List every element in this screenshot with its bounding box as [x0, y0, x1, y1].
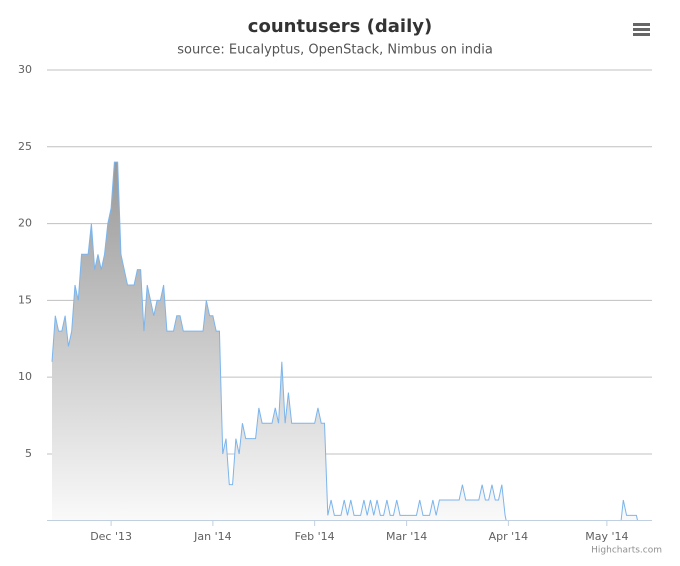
menu-bar: [633, 23, 650, 26]
x-tick-label: Apr '14: [489, 530, 529, 543]
x-tick-label: Dec '13: [90, 530, 132, 543]
credit[interactable]: Highcharts.com: [591, 546, 662, 556]
x-tick-label: Feb '14: [295, 530, 335, 543]
y-tick-label: 25: [18, 140, 32, 153]
chart-subtitle: source: Eucalyptus, OpenStack, Nimbus on…: [177, 43, 493, 58]
y-tick-label: 5: [25, 447, 32, 460]
menu-bar: [633, 33, 650, 36]
menu-button[interactable]: [630, 18, 654, 40]
x-tick-label: May '14: [585, 530, 628, 543]
y-tick-label: 10: [18, 370, 32, 383]
x-tick-label: Jan '14: [193, 530, 231, 543]
menu-bar: [633, 28, 650, 31]
x-tick-label: Mar '14: [386, 530, 427, 543]
y-tick-label: 15: [18, 293, 32, 306]
y-tick-label: 20: [18, 217, 32, 230]
chart-title: countusers (daily): [248, 16, 432, 37]
line: [51, 161, 638, 520]
series: [51, 161, 638, 520]
area-fill: [52, 162, 638, 520]
y-tick-label: 30: [18, 63, 32, 76]
